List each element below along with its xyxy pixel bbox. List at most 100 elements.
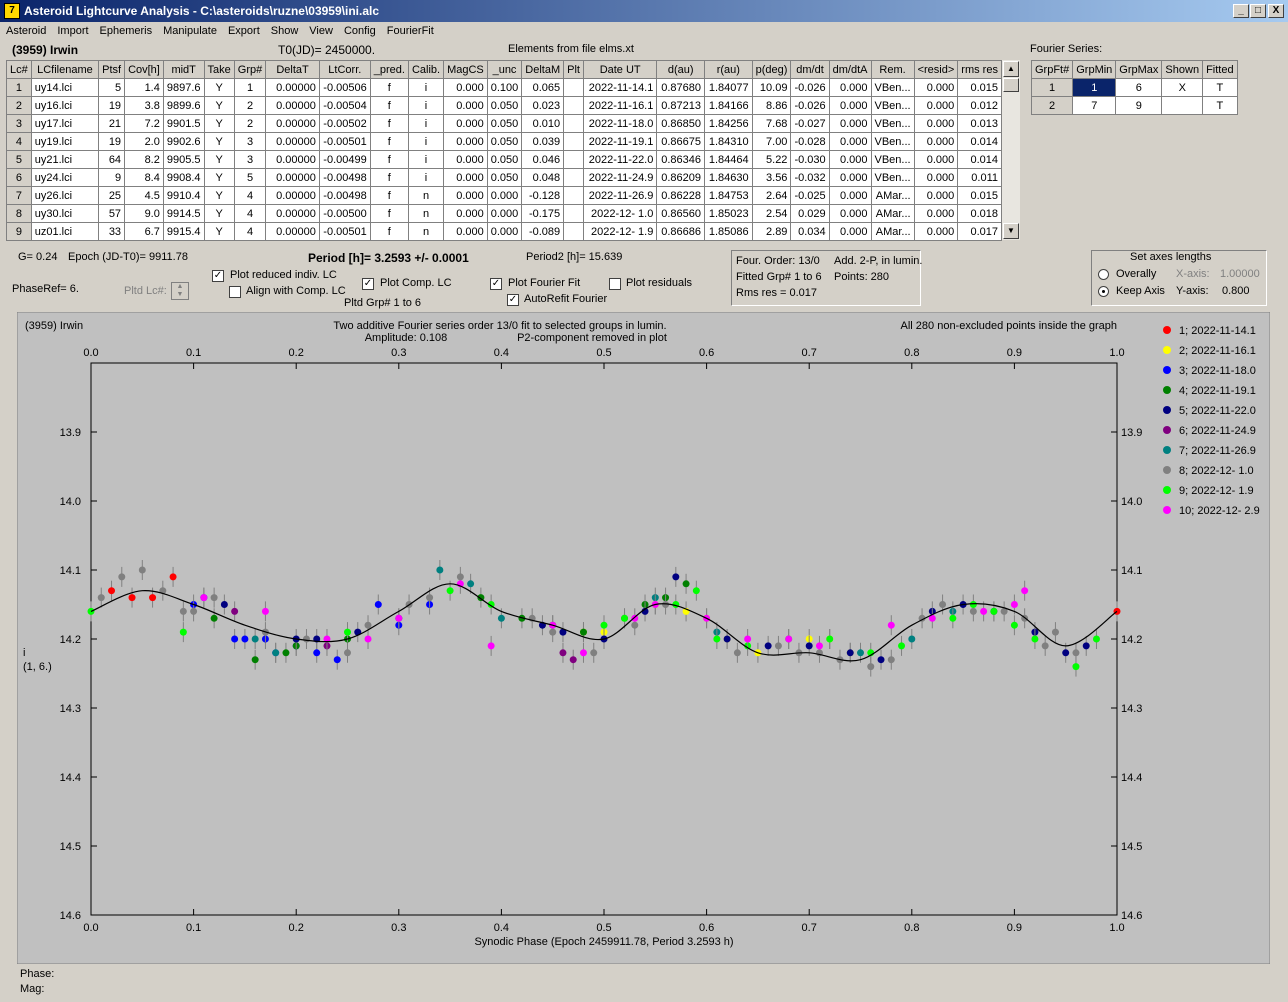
lc-cell[interactable]: f: [369, 114, 409, 133]
lc-table-row[interactable]: 4 uy19.lci 19 2.0 9902.6 Y 3 0.00000 -0.00501 f i 0…: [6, 132, 1002, 151]
f-col-header[interactable]: GrpMin: [1072, 60, 1117, 79]
lc-col-header[interactable]: DeltaM: [521, 60, 565, 79]
lc-col-header[interactable]: Plt: [563, 60, 584, 79]
lc-col-header[interactable]: Cov[h]: [124, 60, 164, 79]
lc-cell[interactable]: 4: [233, 222, 267, 241]
menu-show[interactable]: Show: [270, 25, 299, 37]
lc-cell[interactable]: -0.128: [521, 186, 565, 205]
plot-residuals-checkbox[interactable]: [609, 278, 621, 290]
lc-row-header[interactable]: 1: [6, 78, 32, 97]
lc-cell[interactable]: VBen...: [870, 132, 915, 151]
lc-cell[interactable]: 0.011: [957, 168, 1002, 187]
lc-cell[interactable]: uy24.lci: [30, 168, 100, 187]
lc-cell[interactable]: 0.017: [957, 222, 1002, 241]
lc-cell[interactable]: 0.048: [521, 168, 565, 187]
lc-cell[interactable]: 0.000: [443, 186, 488, 205]
lc-cell[interactable]: 9902.6: [162, 132, 205, 151]
f-cell[interactable]: T: [1202, 78, 1238, 97]
lc-table-row[interactable]: 5 uy21.lci 64 8.2 9905.5 Y 3 0.00000 -0.00499 f i 0…: [6, 150, 1002, 169]
lc-cell[interactable]: 7.00: [751, 132, 792, 151]
lc-cell[interactable]: 0.023: [521, 96, 565, 115]
lc-cell[interactable]: i: [407, 114, 445, 133]
lc-cell[interactable]: 9897.6: [162, 78, 205, 97]
lc-cell[interactable]: 2022-11-22.0: [582, 150, 658, 169]
lc-cell[interactable]: 0.000: [913, 78, 959, 97]
lc-cell[interactable]: [563, 186, 584, 205]
lc-cell[interactable]: 4.5: [124, 186, 164, 205]
pltd-lc-spinner[interactable]: ▲ ▼: [171, 282, 189, 300]
lc-cell[interactable]: 0.000: [443, 114, 488, 133]
lc-cell[interactable]: -0.00498: [318, 168, 371, 187]
lc-cell[interactable]: uy16.lci: [30, 96, 100, 115]
lc-cell[interactable]: uy30.lci: [30, 204, 100, 223]
f-cell[interactable]: X: [1161, 78, 1204, 97]
yaxis-value[interactable]: 0.800: [1222, 285, 1250, 297]
lc-cell[interactable]: VBen...: [870, 78, 915, 97]
lc-col-header[interactable]: _unc: [486, 60, 523, 79]
lc-col-header[interactable]: LtCorr.: [318, 60, 371, 79]
lc-cell[interactable]: Y: [203, 78, 235, 97]
lc-cell[interactable]: [563, 132, 584, 151]
lc-cell[interactable]: 2022-11-19.1: [582, 132, 658, 151]
lc-col-header[interactable]: <resid>: [913, 60, 959, 79]
lc-cell[interactable]: 9901.5: [162, 114, 205, 133]
lc-cell[interactable]: 0.000: [913, 186, 959, 205]
lc-cell[interactable]: [563, 150, 584, 169]
lc-cell[interactable]: 1.84256: [704, 114, 753, 133]
lc-row-header[interactable]: 6: [6, 168, 32, 187]
lc-cell[interactable]: 0.00000: [265, 78, 320, 97]
lc-cell[interactable]: -0.00504: [318, 96, 371, 115]
lc-cell[interactable]: -0.00506: [318, 78, 371, 97]
f-cell[interactable]: T: [1202, 96, 1238, 115]
minimize-button[interactable]: _: [1233, 4, 1249, 18]
lc-cell[interactable]: uy26.lci: [30, 186, 100, 205]
lc-col-header[interactable]: p(deg): [751, 60, 792, 79]
lc-cell[interactable]: uy21.lci: [30, 150, 100, 169]
lc-cell[interactable]: [563, 168, 584, 187]
lc-cell[interactable]: 1.84753: [704, 186, 753, 205]
lc-cell[interactable]: 1: [233, 78, 267, 97]
lc-col-header[interactable]: Lc#: [6, 60, 32, 79]
lc-col-header[interactable]: Date UT: [582, 60, 658, 79]
lc-cell[interactable]: 1.84310: [704, 132, 753, 151]
menu-ephemeris[interactable]: Ephemeris: [99, 25, 153, 37]
lc-cell[interactable]: n: [407, 186, 445, 205]
f-col-header[interactable]: GrpMax: [1115, 60, 1163, 79]
table-scrollbar[interactable]: ▲ ▼: [1002, 60, 1020, 240]
lc-table-row[interactable]: 2 uy16.lci 19 3.8 9899.6 Y 2 0.00000 -0.00504 f i 0…: [6, 96, 1002, 115]
lc-cell[interactable]: 64: [98, 150, 126, 169]
lc-cell[interactable]: 0.000: [828, 78, 872, 97]
lc-cell[interactable]: 2.54: [751, 204, 792, 223]
lc-cell[interactable]: i: [407, 168, 445, 187]
lc-cell[interactable]: 0.00000: [265, 132, 320, 151]
lc-cell[interactable]: 9: [98, 168, 126, 187]
menu-import[interactable]: Import: [57, 25, 89, 37]
lc-table-row[interactable]: 8 uy30.lci 57 9.0 9914.5 Y 4 0.00000 -0.00500 f n 0…: [6, 204, 1002, 223]
lc-cell[interactable]: 0.000: [486, 186, 523, 205]
f-cell[interactable]: 7: [1072, 96, 1117, 115]
lc-cell[interactable]: 0.000: [486, 222, 523, 241]
lc-cell[interactable]: f: [369, 132, 409, 151]
lc-col-header[interactable]: Grp#: [233, 60, 267, 79]
lc-cell[interactable]: f: [369, 150, 409, 169]
lc-cell[interactable]: 0.010: [521, 114, 565, 133]
lc-cell[interactable]: 7.2: [124, 114, 164, 133]
lc-col-header[interactable]: _pred.: [369, 60, 409, 79]
autorefit-checkbox[interactable]: ✓: [507, 294, 519, 306]
lc-cell[interactable]: 0.86686: [656, 222, 705, 241]
lc-cell[interactable]: 2022-11-14.1: [582, 78, 658, 97]
lc-cell[interactable]: f: [369, 222, 409, 241]
lc-row-header[interactable]: 3: [6, 114, 32, 133]
lc-cell[interactable]: 8.86: [751, 96, 792, 115]
lc-cell[interactable]: -0.028: [790, 132, 830, 151]
lc-cell[interactable]: 0.050: [486, 96, 523, 115]
lc-cell[interactable]: 9915.4: [162, 222, 205, 241]
lc-cell[interactable]: Y: [203, 168, 235, 187]
plot-reduced-checkbox[interactable]: ✓: [212, 270, 224, 282]
lc-cell[interactable]: 0.000: [828, 150, 872, 169]
lc-cell[interactable]: 0.000: [443, 132, 488, 151]
lc-row-header[interactable]: 8: [6, 204, 32, 223]
lc-table-row[interactable]: 6 uy24.lci 9 8.4 9908.4 Y 5 0.00000 -0.00498 f i 0.…: [6, 168, 1002, 187]
lc-row-header[interactable]: 2: [6, 96, 32, 115]
lc-cell[interactable]: VBen...: [870, 150, 915, 169]
